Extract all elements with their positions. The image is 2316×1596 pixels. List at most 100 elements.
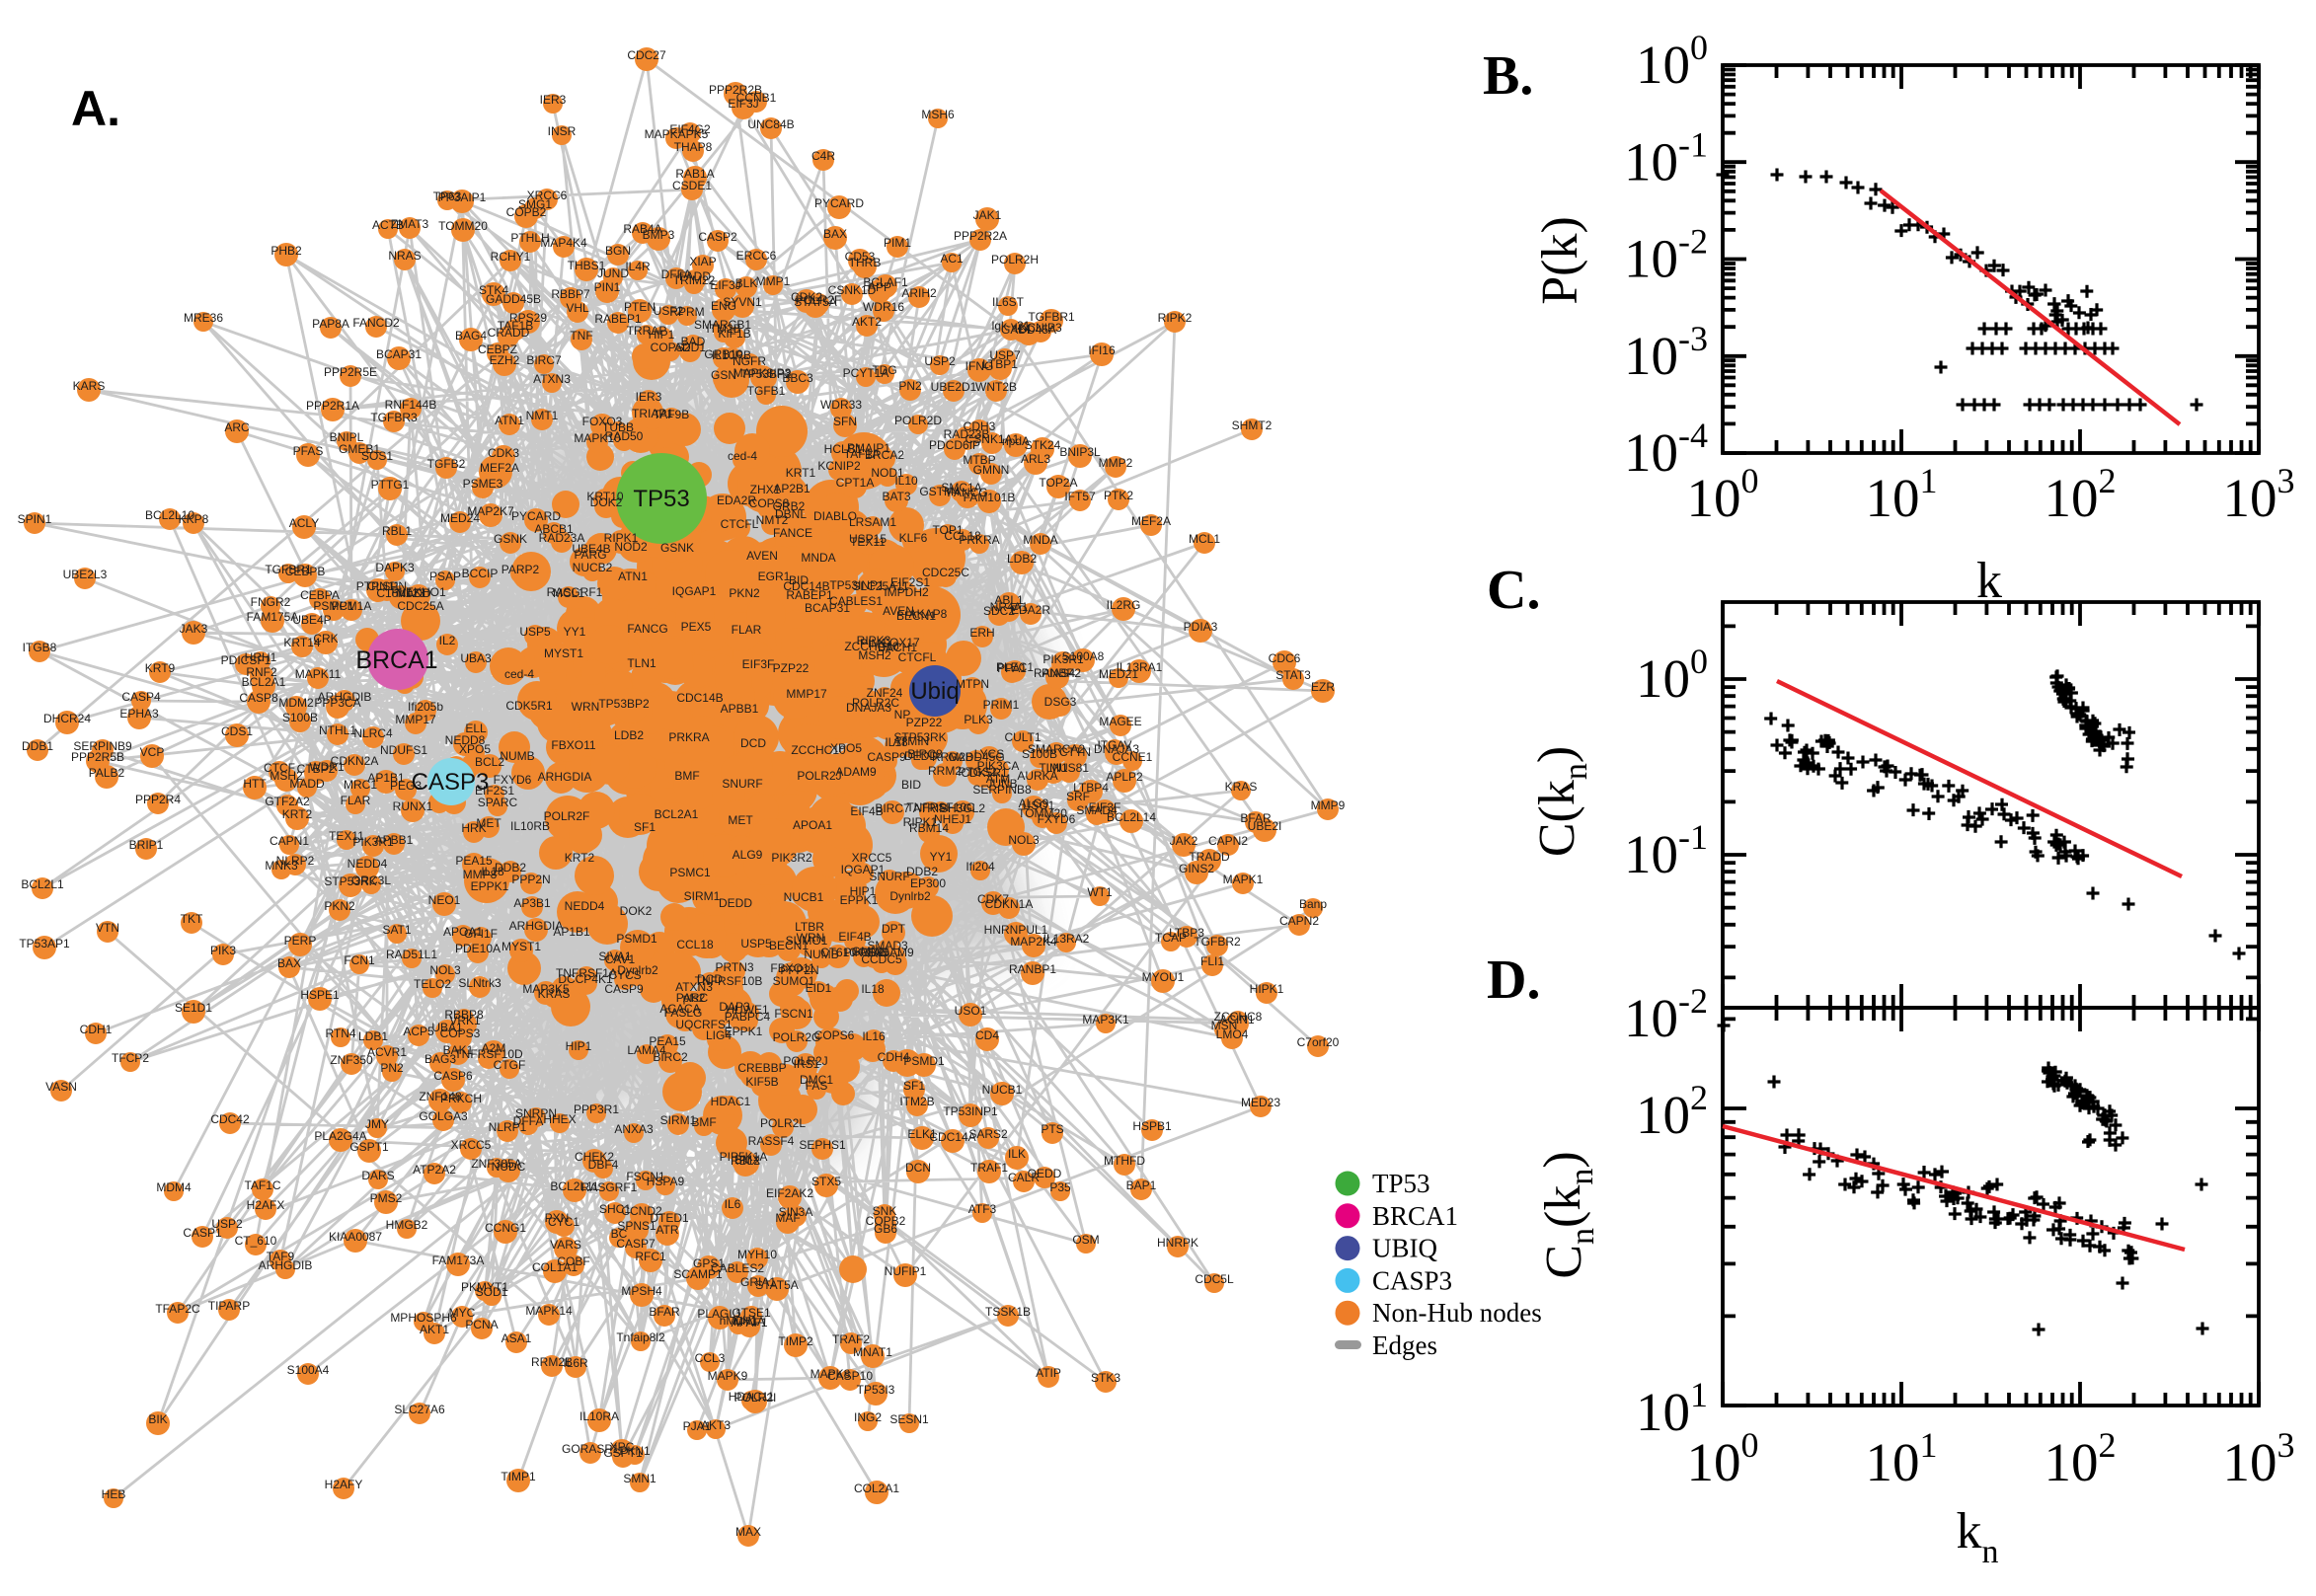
svg-text:MDM2: MDM2	[278, 696, 314, 710]
svg-text:MAPK14: MAPK14	[525, 1304, 573, 1318]
svg-text:PIK3R1: PIK3R1	[1042, 652, 1084, 666]
svg-text:IFT57: IFT57	[1064, 490, 1096, 503]
svg-text:TLN1: TLN1	[627, 656, 656, 670]
svg-text:COBF: COBF	[557, 1254, 589, 1268]
svg-text:BAP1: BAP1	[1126, 1178, 1157, 1192]
svg-text:TP53BP2: TP53BP2	[598, 697, 650, 711]
svg-text:CASP1: CASP1	[183, 1226, 222, 1240]
svg-text:STAT3: STAT3	[1275, 668, 1311, 682]
svg-text:P35: P35	[1049, 1180, 1071, 1194]
svg-text:ASA1: ASA1	[502, 1331, 532, 1345]
svg-text:FLAR: FLAR	[341, 794, 371, 807]
svg-text:IRS1: IRS1	[794, 1057, 820, 1071]
svg-text:AKT2: AKT2	[852, 315, 882, 329]
svg-text:KLF6: KLF6	[899, 531, 928, 545]
svg-text:MAP4K4: MAP4K4	[540, 236, 587, 250]
svg-text:FXYD6: FXYD6	[494, 773, 532, 787]
svg-text:DCN: DCN	[905, 1161, 931, 1175]
svg-text:PHB2: PHB2	[270, 244, 302, 258]
svg-text:PPA1: PPA1	[997, 661, 1027, 675]
svg-text:RANBP2: RANBP2	[1034, 666, 1081, 680]
svg-text:MMP8: MMP8	[463, 868, 498, 881]
svg-text:EIF3F: EIF3F	[742, 657, 775, 671]
svg-text:MMP17: MMP17	[395, 713, 436, 726]
svg-text:D.: D.	[1487, 950, 1540, 1011]
svg-text:MAGEE: MAGEE	[1099, 715, 1141, 728]
svg-text:PEA15: PEA15	[455, 854, 493, 868]
svg-text:COPS6: COPS6	[814, 1028, 855, 1042]
svg-text:PLK3: PLK3	[964, 713, 993, 726]
svg-text:TRRAP: TRRAP	[627, 324, 667, 338]
svg-text:PKN2: PKN2	[729, 586, 760, 600]
svg-text:EP300: EP300	[910, 876, 946, 890]
svg-text:WNT2B: WNT2B	[975, 380, 1017, 394]
svg-text:TGFBR3: TGFBR3	[370, 411, 418, 424]
svg-text:IFNG: IFNG	[965, 359, 994, 373]
svg-text:SIRM1: SIRM1	[684, 889, 721, 903]
svg-text:RASGRF1: RASGRF1	[547, 585, 603, 599]
svg-text:RAD23A: RAD23A	[539, 531, 585, 545]
svg-text:USP5: USP5	[519, 625, 551, 639]
svg-text:SNURF: SNURF	[722, 777, 762, 791]
svg-text:MAF: MAF	[775, 1211, 800, 1225]
svg-text:PERP: PERP	[284, 934, 317, 948]
svg-text:AC1: AC1	[940, 252, 964, 266]
svg-text:B.: B.	[1483, 45, 1533, 107]
svg-text:TOMM20: TOMM20	[438, 219, 488, 233]
svg-text:VHL: VHL	[566, 301, 589, 315]
svg-text:EIF4B: EIF4B	[850, 804, 883, 818]
svg-text:NMT1: NMT1	[526, 409, 559, 422]
svg-text:MMP17: MMP17	[786, 687, 827, 701]
svg-text:TIMP2: TIMP2	[778, 1334, 813, 1348]
svg-text:BECN1: BECN1	[896, 609, 936, 623]
svg-text:SESN1: SESN1	[889, 1412, 929, 1426]
svg-text:FLI1: FLI1	[1200, 954, 1224, 968]
svg-text:FCN1: FCN1	[344, 953, 375, 967]
svg-text:XRCC5: XRCC5	[852, 851, 892, 865]
svg-text:HSPB1: HSPB1	[1132, 1119, 1172, 1133]
svg-text:PIK3: PIK3	[210, 944, 236, 957]
svg-text:CASP3: CASP3	[412, 769, 490, 796]
svg-text:BID: BID	[789, 573, 809, 587]
svg-text:LTBR: LTBR	[795, 920, 824, 934]
svg-text:DCD: DCD	[740, 736, 766, 750]
svg-text:RBBP7: RBBP7	[551, 287, 590, 301]
svg-text:IL6ST: IL6ST	[992, 295, 1025, 309]
svg-text:CASP2: CASP2	[698, 230, 737, 244]
svg-text:RFC1: RFC1	[635, 1250, 666, 1263]
svg-text:ACIN1: ACIN1	[1219, 1013, 1255, 1026]
svg-text:MMP9: MMP9	[1311, 798, 1346, 812]
svg-text:P(k): P(k)	[1532, 216, 1588, 305]
svg-text:APLP2: APLP2	[1106, 770, 1143, 784]
svg-text:YY1: YY1	[564, 625, 586, 639]
svg-text:IL13RA1: IL13RA1	[1117, 660, 1163, 674]
svg-text:PRTN3: PRTN3	[715, 960, 753, 974]
svg-text:TP53INP1: TP53INP1	[943, 1104, 998, 1118]
svg-text:PPP3R1: PPP3R1	[574, 1102, 619, 1116]
svg-text:JAK1: JAK1	[973, 208, 1002, 222]
svg-text:VARS: VARS	[550, 1238, 581, 1252]
svg-text:C.: C.	[1487, 560, 1540, 621]
svg-text:BFAR: BFAR	[649, 1305, 680, 1319]
svg-text:LTBP4: LTBP4	[1073, 781, 1109, 795]
svg-text:MEF2A: MEF2A	[1131, 514, 1171, 528]
svg-text:PTK2: PTK2	[1104, 489, 1133, 502]
svg-text:PIK3CA: PIK3CA	[977, 759, 1020, 773]
svg-text:BMF: BMF	[674, 769, 699, 783]
svg-text:RUNX1: RUNX1	[393, 799, 433, 813]
svg-text:MED23: MED23	[1241, 1096, 1280, 1109]
svg-text:PTEN: PTEN	[624, 300, 656, 314]
svg-text:TAF9B: TAF9B	[654, 408, 689, 421]
svg-text:PPP2R2A: PPP2R2A	[954, 229, 1007, 243]
svg-text:TP53AP1: TP53AP1	[19, 937, 70, 950]
svg-text:NEDD4: NEDD4	[347, 857, 388, 871]
svg-text:ACLY: ACLY	[289, 516, 319, 530]
svg-text:UBIQ: UBIQ	[1372, 1234, 1437, 1263]
svg-text:BCAP31: BCAP31	[376, 347, 422, 361]
svg-text:SLNtrk3: SLNtrk3	[458, 976, 502, 990]
svg-text:IFI16: IFI16	[1088, 343, 1116, 357]
svg-text:CPT1A: CPT1A	[836, 476, 875, 490]
svg-text:MDM4: MDM4	[156, 1180, 192, 1194]
svg-text:DDB2: DDB2	[906, 865, 938, 878]
svg-text:BAG3: BAG3	[425, 1052, 456, 1066]
